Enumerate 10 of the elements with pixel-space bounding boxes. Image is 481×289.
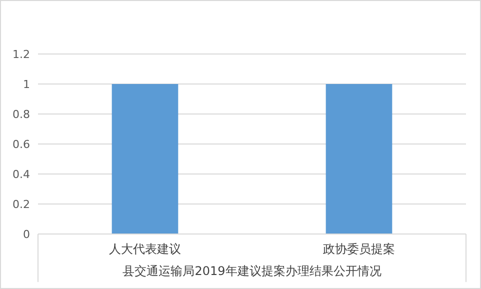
x-tick-label: 政协委员提案: [323, 242, 395, 256]
y-tick-label: 0.2: [12, 198, 30, 211]
y-tick-label: 1.2: [12, 48, 30, 61]
x-axis-title: 县交通运输局2019年建议提案办理结果公开情况: [122, 264, 382, 278]
x-tick-label: 人大代表建议: [109, 242, 181, 256]
y-tick-label: 0.6: [12, 138, 30, 151]
y-tick-label: 0.4: [12, 168, 30, 181]
y-tick-label: 1: [23, 78, 30, 91]
y-tick-label: 0.8: [12, 108, 30, 121]
y-tick-label: 0: [23, 228, 30, 241]
